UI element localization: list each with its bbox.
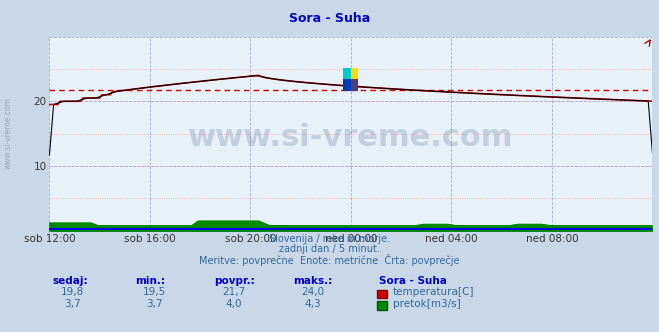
Text: temperatura[C]: temperatura[C] xyxy=(393,288,474,297)
Text: 4,0: 4,0 xyxy=(225,299,243,309)
Text: pretok[m3/s]: pretok[m3/s] xyxy=(393,299,461,309)
Text: www.si-vreme.com: www.si-vreme.com xyxy=(188,123,513,152)
Text: 21,7: 21,7 xyxy=(222,288,246,297)
Text: 24,0: 24,0 xyxy=(301,288,325,297)
Text: 19,8: 19,8 xyxy=(61,288,84,297)
Text: maks.:: maks.: xyxy=(293,276,333,286)
Text: Sora - Suha: Sora - Suha xyxy=(289,12,370,25)
Text: 4,3: 4,3 xyxy=(304,299,322,309)
FancyBboxPatch shape xyxy=(343,68,351,91)
FancyBboxPatch shape xyxy=(343,79,358,91)
Text: Sora - Suha: Sora - Suha xyxy=(379,276,447,286)
Text: 3,7: 3,7 xyxy=(146,299,163,309)
Text: Slovenija / reke in morje.: Slovenija / reke in morje. xyxy=(269,234,390,244)
Text: www.si-vreme.com: www.si-vreme.com xyxy=(3,97,13,169)
Text: Meritve: povprečne  Enote: metrične  Črta: povprečje: Meritve: povprečne Enote: metrične Črta:… xyxy=(199,254,460,266)
Text: zadnji dan / 5 minut.: zadnji dan / 5 minut. xyxy=(279,244,380,254)
Text: 19,5: 19,5 xyxy=(143,288,167,297)
Text: 3,7: 3,7 xyxy=(64,299,81,309)
Text: sedaj:: sedaj: xyxy=(53,276,88,286)
FancyBboxPatch shape xyxy=(343,68,358,91)
Text: povpr.:: povpr.: xyxy=(214,276,255,286)
Text: min.:: min.: xyxy=(135,276,165,286)
